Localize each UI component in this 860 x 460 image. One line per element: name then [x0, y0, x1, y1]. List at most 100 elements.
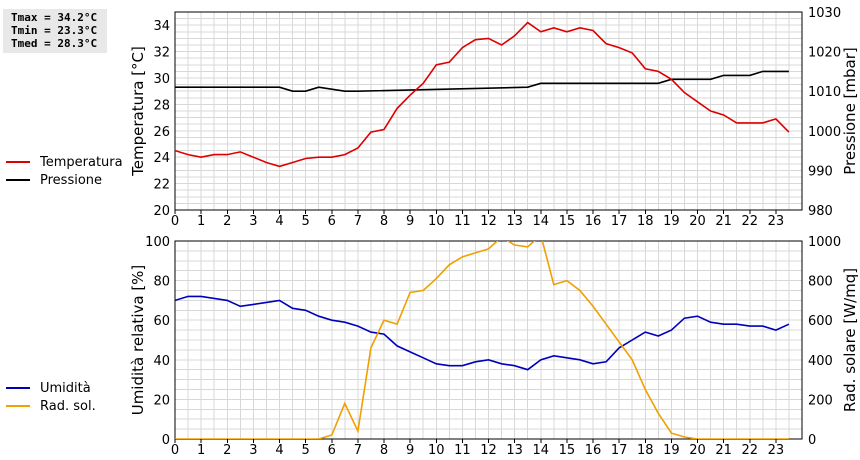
x-tick-label-bottom: 4: [275, 443, 283, 458]
x-tick-label-top: 23: [768, 214, 785, 229]
x-tick-label-top: 16: [585, 214, 602, 229]
legend-swatch-radsol: [6, 405, 30, 407]
x-tick-label-bottom: 18: [637, 443, 654, 458]
y-tick-label-bottom: 80: [153, 275, 170, 290]
x-tick-label-top: 10: [428, 214, 445, 229]
x-tick-label-top: 0: [171, 214, 179, 229]
y-tick-label-top: 20: [153, 204, 170, 219]
legend-label-radsol: Rad. sol.: [40, 398, 96, 414]
x-tick-label-bottom: 3: [249, 443, 257, 458]
y2-tick-label-bottom: 200: [808, 393, 833, 408]
x-tick-label-bottom: 0: [171, 443, 179, 458]
x-tick-label-top: 15: [559, 214, 576, 229]
x-tick-label-top: 21: [715, 214, 732, 229]
x-tick-label-top: 19: [663, 214, 680, 229]
y2-tick-label-top: 1010: [808, 85, 841, 100]
tmax-text: Tmax = 34.2°C: [11, 11, 98, 24]
x-tick-label-bottom: 10: [428, 443, 445, 458]
x-tick-label-top: 4: [275, 214, 283, 229]
y-axis-label-top: Temperatura [°C]: [129, 46, 147, 177]
legend-top: Temperatura Pressione: [6, 153, 123, 189]
x-tick-label-top: 6: [328, 214, 336, 229]
x-tick-label-top: 22: [741, 214, 758, 229]
x-tick-label-bottom: 19: [663, 443, 680, 458]
x-tick-label-bottom: 12: [480, 443, 497, 458]
x-tick-label-top: 3: [249, 214, 257, 229]
x-tick-label-bottom: 16: [585, 443, 602, 458]
x-tick-label-bottom: 23: [768, 443, 785, 458]
y2-tick-label-bottom: 800: [808, 275, 833, 290]
legend-item-radsol: Rad. sol.: [6, 397, 96, 415]
tmin-text: Tmin = 23.3°C: [11, 24, 98, 37]
x-tick-label-top: 7: [354, 214, 362, 229]
x-tick-label-bottom: 9: [406, 443, 414, 458]
y2-axis-label-bottom: Rad. solare [W/mq]: [841, 268, 859, 412]
y-axis-label-bottom: Umidità relativa [%]: [129, 265, 147, 416]
x-tick-label-bottom: 14: [532, 443, 549, 458]
x-tick-label-bottom: 20: [689, 443, 706, 458]
x-tick-label-bottom: 8: [380, 443, 388, 458]
x-tick-label-bottom: 15: [559, 443, 576, 458]
x-tick-label-bottom: 22: [741, 443, 758, 458]
legend-item-umidita: Umidità: [6, 379, 96, 397]
x-tick-label-top: 8: [380, 214, 388, 229]
panel-top: 0 1 2 3 4 5 6 7 8 9 10 11 12 13 14 15 16 17 18 19 20 21 22 2320…: [129, 6, 859, 229]
x-tick-label-bottom: 17: [611, 443, 628, 458]
x-tick-label-bottom: 2: [223, 443, 231, 458]
x-tick-label-top: 12: [480, 214, 497, 229]
y-tick-label-top: 32: [153, 46, 170, 61]
y2-tick-label-bottom: 400: [808, 354, 833, 369]
y-tick-label-top: 34: [153, 19, 170, 34]
series-line-temperatura: [175, 21, 790, 168]
x-tick-label-top: 20: [689, 214, 706, 229]
x-tick-label-bottom: 5: [301, 443, 309, 458]
y-tick-label-top: 26: [153, 125, 170, 140]
x-tick-label-top: 13: [506, 214, 523, 229]
y-tick-label-bottom: 40: [153, 354, 170, 369]
y2-tick-label-top: 980: [808, 204, 833, 219]
x-tick-label-bottom: 7: [354, 443, 362, 458]
legend-swatch-temperatura: [6, 161, 30, 163]
series-line-umidit: [175, 295, 790, 371]
legend-label-temperatura: Temperatura: [40, 154, 123, 170]
x-tick-label-top: 17: [611, 214, 628, 229]
y-tick-label-bottom: 0: [162, 433, 170, 448]
y-tick-label-bottom: 60: [153, 314, 170, 329]
panel-bottom: 0 1 2 3 4 5 6 7 8 9 10 11 12 13 14 15 16 17 18 19 20 21 22 2302…: [129, 235, 859, 458]
legend-item-pressione: Pressione: [6, 171, 123, 189]
y-tick-label-bottom: 20: [153, 393, 170, 408]
y2-tick-label-bottom: 0: [808, 433, 816, 448]
x-tick-label-top: 11: [454, 214, 471, 229]
x-tick-label-bottom: 1: [197, 443, 205, 458]
y-tick-label-top: 30: [153, 72, 170, 87]
tmed-text: Tmed = 28.3°C: [11, 37, 98, 50]
y-tick-label-bottom: 100: [145, 235, 170, 250]
y-tick-label-top: 28: [153, 98, 170, 113]
stats-box: Tmax = 34.2°C Tmin = 23.3°C Tmed = 28.3°…: [3, 9, 107, 53]
y2-tick-label-top: 1030: [808, 6, 841, 21]
y2-axis-label-top: Pressione [mbar]: [841, 47, 859, 175]
series-line-rad-sol: [175, 241, 789, 439]
series-line-pressione: [175, 70, 789, 92]
y2-tick-label-bottom: 1000: [808, 235, 841, 250]
legend-item-temperatura: Temperatura: [6, 153, 123, 171]
x-tick-label-top: 14: [532, 214, 549, 229]
x-tick-label-top: 5: [301, 214, 309, 229]
legend-swatch-pressione: [6, 179, 30, 181]
legend-label-pressione: Pressione: [40, 172, 103, 188]
y-tick-label-top: 24: [153, 151, 170, 166]
legend-label-umidita: Umidità: [40, 380, 91, 396]
x-tick-label-bottom: 11: [454, 443, 471, 458]
x-tick-label-top: 9: [406, 214, 414, 229]
x-tick-label-bottom: 6: [328, 443, 336, 458]
y-tick-label-top: 22: [153, 178, 170, 193]
x-tick-label-bottom: 13: [506, 443, 523, 458]
y2-tick-label-top: 990: [808, 164, 833, 179]
x-tick-label-top: 2: [223, 214, 231, 229]
y2-tick-label-bottom: 600: [808, 314, 833, 329]
x-tick-label-top: 1: [197, 214, 205, 229]
legend-bottom: Umidità Rad. sol.: [6, 379, 96, 415]
y2-tick-label-top: 1000: [808, 125, 841, 140]
x-tick-label-bottom: 21: [715, 443, 732, 458]
